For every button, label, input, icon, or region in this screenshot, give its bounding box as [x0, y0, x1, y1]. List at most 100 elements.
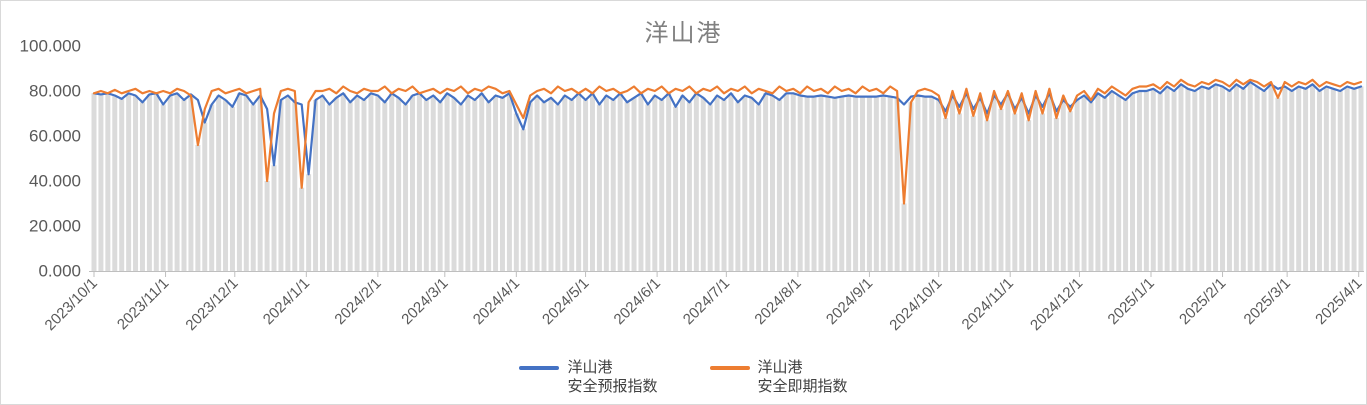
background-bar: [880, 95, 886, 271]
background-bar: [977, 97, 983, 271]
background-bar: [1226, 91, 1232, 271]
background-bar: [728, 93, 734, 271]
legend-forecast-line1: 洋山港: [567, 359, 613, 376]
background-bar: [250, 104, 256, 271]
background-bar: [209, 104, 215, 271]
x-axis-labels: 2023/10/1 2023/11/1 2023/12/1 2024/1/1 2024/…: [42, 275, 1366, 334]
background-bar: [1178, 84, 1184, 271]
background-bar: [596, 104, 602, 271]
background-bar: [846, 95, 852, 271]
background-bar: [202, 122, 208, 271]
background-bar: [984, 120, 990, 271]
background-bar: [1310, 84, 1316, 271]
background-bar: [1344, 86, 1350, 271]
x-tick-label: 2024/2/1: [331, 275, 384, 328]
background-bar: [970, 115, 976, 271]
background-bar: [472, 100, 478, 271]
background-bar: [548, 97, 554, 271]
background-bar: [513, 113, 519, 271]
background-bar: [866, 96, 872, 272]
background-bar: [1289, 91, 1295, 271]
background-bar: [1067, 111, 1073, 271]
background-bar: [617, 93, 623, 271]
background-bar: [797, 95, 803, 271]
background-bar: [1358, 86, 1364, 271]
background-bar: [680, 95, 685, 271]
background-bar: [133, 95, 139, 271]
y-tick-label: 40.000: [29, 172, 81, 191]
background-bar: [1296, 86, 1302, 271]
background-bar: [347, 102, 353, 271]
background-bar: [555, 104, 561, 271]
background-bar: [1199, 86, 1205, 271]
x-tick-label: 2024/7/1: [680, 275, 733, 328]
background-bar: [368, 93, 374, 271]
x-tick-label: 2024/9/1: [823, 275, 876, 328]
background-bar: [333, 97, 339, 271]
background-bar: [749, 97, 755, 271]
background-bar: [91, 93, 97, 271]
y-tick-label: 0.000: [38, 262, 81, 281]
background-bar: [416, 93, 422, 271]
legend-spot-line2: 安全即期指数: [757, 378, 848, 395]
y-axis-labels: 100.000 80.000 60.000 40.000 20.000 0.000: [20, 37, 81, 281]
background-bar: [167, 95, 173, 271]
background-bar: [860, 96, 865, 272]
y-tick-label: 20.000: [29, 217, 81, 236]
background-bar: [396, 97, 402, 271]
background-bar: [527, 102, 533, 271]
background-bar: [319, 95, 325, 271]
background-bar: [174, 93, 180, 271]
background-bar: [1164, 86, 1170, 271]
legend-spot-line1: 洋山港: [757, 359, 803, 376]
background-bar: [1095, 93, 1101, 271]
legend-item-spot-index[interactable]: 洋山港 安全即期指数: [709, 358, 848, 396]
background-bar: [264, 181, 270, 271]
background-bar: [569, 100, 575, 271]
y-tick-label: 80.000: [29, 82, 81, 101]
background-bar: [354, 95, 360, 271]
background-bar: [520, 129, 526, 271]
background-bar: [257, 95, 263, 271]
background-bar: [908, 102, 914, 271]
legend-swatch-forecast-index: [519, 366, 560, 370]
legend-item-forecast-index[interactable]: 洋山港 安全预报指数: [519, 358, 658, 396]
background-bar: [1316, 91, 1322, 271]
background-bar: [285, 95, 291, 271]
background-bar: [818, 95, 824, 271]
legend: 洋山港 安全预报指数 洋山港 安全即期指数: [1, 358, 1366, 396]
background-bar: [223, 100, 229, 271]
background-bar: [139, 102, 145, 271]
series-lines-group: [92, 78, 1363, 205]
background-bar: [776, 100, 782, 271]
background-bar: [1206, 88, 1212, 271]
background-bar: [825, 96, 831, 272]
background-bar: [1143, 91, 1149, 271]
x-tick-label: 2023/10/1: [42, 275, 101, 334]
background-bar: [1116, 95, 1122, 271]
background-bar: [1157, 93, 1163, 271]
background-bar: [271, 165, 277, 271]
background-bar: [943, 118, 949, 271]
background-bar: [458, 104, 464, 271]
background-bar: [1033, 95, 1039, 271]
background-bar: [1282, 86, 1288, 271]
background-bar: [229, 106, 235, 271]
background-bar: [306, 174, 312, 271]
background-bar: [610, 100, 616, 271]
background-bar: [936, 100, 942, 271]
background-bar: [804, 96, 810, 272]
legend-forecast-line2: 安全预报指数: [567, 378, 658, 395]
background-bar: [499, 97, 505, 271]
background-bar: [479, 93, 485, 271]
background-bar: [915, 95, 921, 271]
background-bar: [1275, 97, 1281, 271]
background-bar: [1046, 93, 1052, 271]
background-bar: [1171, 91, 1177, 271]
background-bar: [403, 104, 409, 271]
background-bar: [956, 113, 962, 271]
background-bar: [188, 95, 194, 271]
background-bar: [1240, 88, 1246, 271]
